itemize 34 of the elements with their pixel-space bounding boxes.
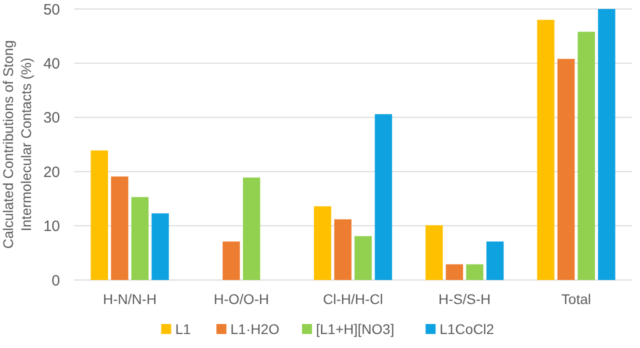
y-tick-label: 50 xyxy=(43,1,60,18)
bar xyxy=(131,197,149,280)
bar xyxy=(486,242,504,280)
x-tick-label: H-S/S-H xyxy=(438,291,491,307)
bar xyxy=(334,219,352,280)
bar xyxy=(446,264,464,280)
bar xyxy=(537,20,554,280)
x-tick-label: Total xyxy=(561,291,591,307)
y-tick-label: 20 xyxy=(43,164,60,181)
y-axis-title: Calculated Contributions of Stong Intermolecular Contacts (%) xyxy=(0,40,34,249)
legend-label: L1CoCl2 xyxy=(440,321,494,337)
bar xyxy=(426,225,443,280)
legend-label: L1 xyxy=(175,321,191,337)
y-tick-label: 0 xyxy=(52,272,60,290)
bar xyxy=(90,150,108,280)
y-tick-label: 40 xyxy=(43,55,60,72)
bar xyxy=(314,206,332,280)
y-tick-label: 30 xyxy=(43,110,60,127)
bar xyxy=(242,178,260,280)
legend-label: L1·H2O xyxy=(230,321,280,337)
bar xyxy=(578,32,595,280)
x-tick-label: H-N/N-H xyxy=(102,291,157,307)
bar xyxy=(222,242,240,280)
bar xyxy=(557,58,575,280)
bar xyxy=(111,176,128,280)
bar xyxy=(374,114,392,280)
y-tick-label: 10 xyxy=(43,218,60,236)
bar xyxy=(152,213,169,280)
legend-label: [L1+H][NO3] xyxy=(316,321,394,337)
bar xyxy=(466,264,484,280)
bar xyxy=(354,236,372,280)
x-tick-label: Cl-H/H-Cl xyxy=(323,291,383,307)
bar xyxy=(598,9,616,280)
x-tick-label: H-O/O-H xyxy=(214,291,270,307)
